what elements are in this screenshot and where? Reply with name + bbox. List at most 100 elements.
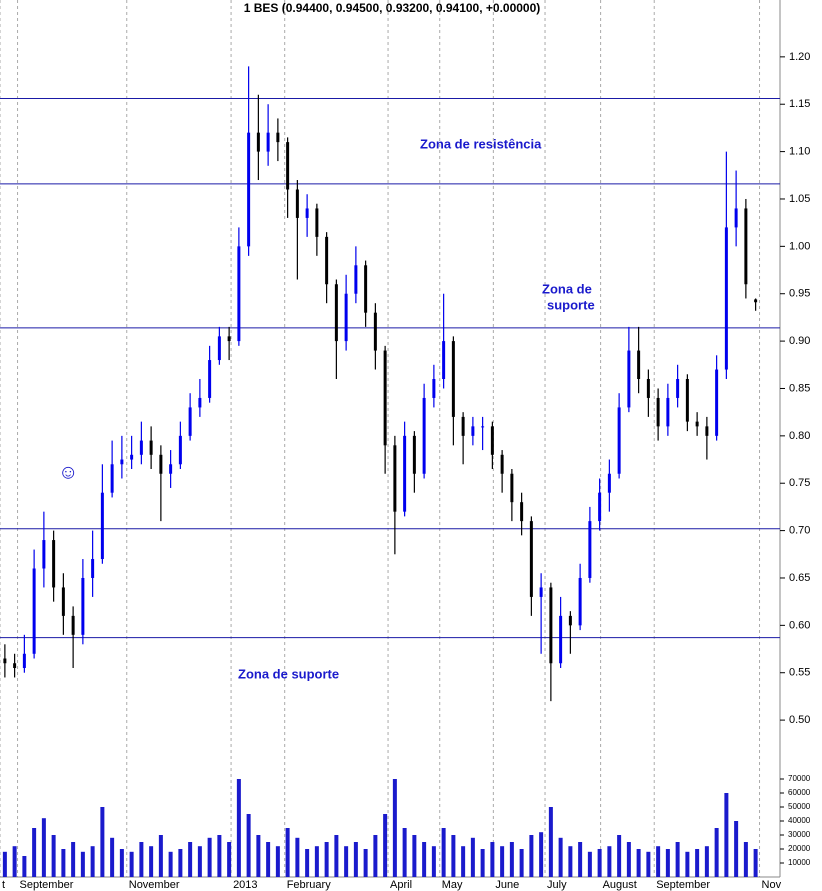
y-tick-label: 0.70 (789, 525, 810, 537)
candle-body (100, 492, 104, 560)
volume-bar (90, 846, 95, 877)
candle-body (656, 397, 660, 427)
y2-tick-label: 10000 (788, 858, 811, 867)
candle-body (13, 663, 17, 668)
volume-bar (412, 835, 417, 877)
x-tick-label: July (547, 879, 567, 891)
volume-bar (597, 849, 602, 877)
candle-body (139, 440, 143, 455)
candle-body (42, 540, 46, 569)
candle-body (617, 407, 621, 474)
candle-body (159, 454, 163, 474)
volume-bar (236, 779, 241, 877)
volume-bar (753, 849, 758, 877)
volume-bar (626, 842, 631, 877)
volume-bar (353, 842, 358, 877)
volume-bar (71, 842, 76, 877)
volume-bar (256, 835, 261, 877)
volume-bar (80, 851, 85, 877)
volume-bar (656, 846, 661, 877)
candle-body (315, 208, 319, 237)
x-tick-label: May (442, 879, 463, 891)
candle-body (685, 379, 689, 422)
candle-body (373, 312, 377, 351)
x-tick-label: September (656, 879, 710, 891)
candle-body (3, 658, 7, 664)
candle-body (325, 236, 329, 285)
candle-body (22, 653, 26, 668)
volume-bar (695, 849, 700, 877)
candle-body (568, 615, 572, 626)
volume-bar (275, 846, 280, 877)
candle-body (695, 421, 699, 427)
y2-tick-label: 40000 (788, 816, 811, 825)
volume-bar (217, 835, 222, 877)
x-tick-label: June (495, 879, 519, 891)
candle-body (295, 189, 299, 218)
candle-body (461, 416, 465, 436)
candle-body (91, 559, 95, 578)
candle-body (383, 350, 387, 446)
candle-body (666, 397, 670, 427)
volume-bar (197, 846, 202, 877)
volume-bar (646, 851, 651, 877)
volume-bar (129, 851, 134, 877)
annotation: Zona de resistência (420, 136, 542, 151)
volume-bar (363, 849, 368, 877)
candle-body (266, 132, 270, 152)
y2-tick-label: 30000 (788, 830, 811, 839)
candle-body (432, 379, 436, 398)
candle-body (529, 521, 533, 597)
candle-body (578, 577, 582, 626)
candle-body (705, 426, 709, 436)
candle-body (734, 208, 738, 228)
volume-bar (704, 846, 709, 877)
volume-bar (675, 842, 680, 877)
x-tick-label: Nov (762, 879, 782, 891)
annotation: suporte (547, 297, 595, 312)
candle-body (276, 132, 280, 143)
candle-body (549, 587, 553, 664)
volume-bar (314, 846, 319, 877)
volume-bar (578, 842, 583, 877)
candle-body (71, 615, 75, 635)
candle-body (61, 587, 65, 616)
y-tick-label: 0.75 (789, 477, 810, 489)
volume-bar (266, 842, 271, 877)
candle-body (217, 336, 221, 361)
candle-body (676, 379, 680, 398)
y-tick-label: 0.50 (789, 714, 810, 726)
candle-body (52, 540, 56, 588)
candle-body (305, 208, 309, 218)
candle-body (451, 341, 455, 417)
volume-bar (490, 842, 495, 877)
candle-body (471, 426, 475, 436)
y-tick-label: 1.00 (789, 240, 810, 252)
candle-body (208, 360, 212, 398)
volume-bar (178, 849, 183, 877)
y2-tick-label: 60000 (788, 788, 811, 797)
volume-bar (558, 837, 563, 877)
candle-body (130, 454, 134, 460)
x-tick-label: 2013 (233, 879, 257, 891)
candle-body (237, 246, 241, 342)
candle-body (481, 426, 485, 428)
candle-body (403, 435, 407, 512)
volume-bar (519, 849, 524, 877)
volume-bar (139, 842, 144, 877)
volume-bar (529, 835, 534, 877)
y-tick-label: 1.20 (789, 51, 810, 63)
volume-bar (548, 807, 553, 877)
volume-bar (743, 842, 748, 877)
x-tick-label: August (603, 879, 637, 891)
volume-bar (431, 846, 436, 877)
candle-body (754, 299, 758, 303)
volume-bar (617, 835, 622, 877)
volume-bar (285, 828, 290, 877)
candle-body (715, 369, 719, 436)
volume-bar (2, 851, 7, 877)
volume-bar (324, 842, 329, 877)
volume-bar (685, 851, 690, 877)
candle-body (412, 435, 416, 474)
volume-bar (22, 856, 27, 877)
